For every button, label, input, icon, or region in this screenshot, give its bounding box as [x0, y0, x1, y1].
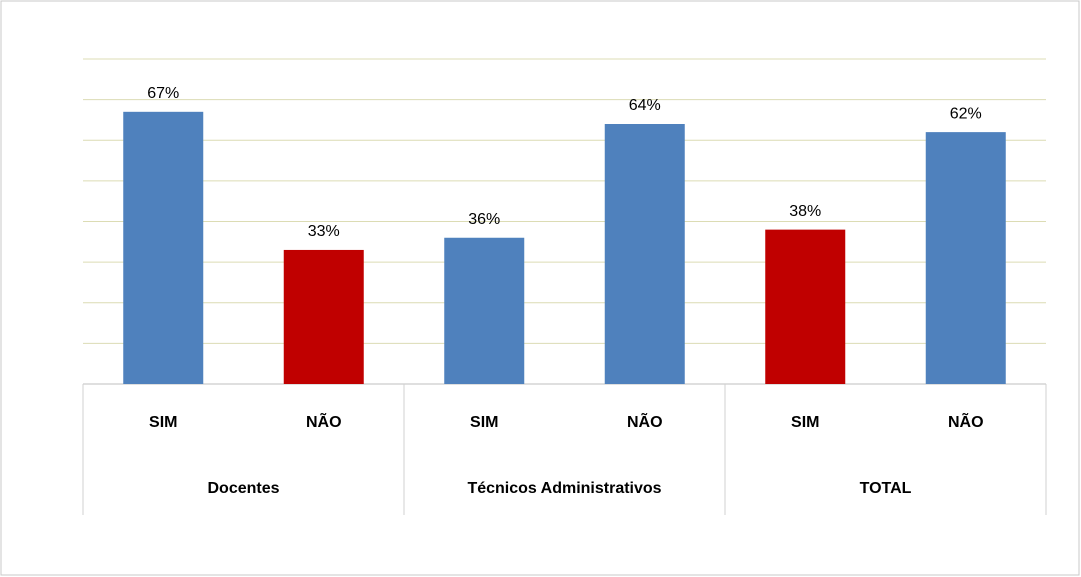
x-tick-label: SIM — [149, 414, 177, 431]
x-tick-label: NÃO — [306, 411, 342, 431]
bar — [765, 229, 846, 384]
bar — [925, 132, 1006, 384]
x-tick-label: NÃO — [948, 411, 984, 431]
bar — [283, 249, 364, 384]
data-label: 62% — [950, 105, 982, 122]
data-label: 64% — [629, 97, 661, 114]
bar — [444, 237, 525, 384]
x-tick-label: SIM — [791, 414, 819, 431]
group-label: Técnicos Administrativos — [467, 480, 661, 497]
group-label: Docentes — [207, 480, 279, 497]
data-label: 33% — [308, 223, 340, 240]
data-label: 67% — [147, 85, 179, 102]
data-label: 38% — [789, 203, 821, 220]
bar — [604, 124, 685, 384]
x-tick-label: SIM — [470, 414, 498, 431]
bar — [123, 111, 204, 384]
x-tick-label: NÃO — [627, 411, 663, 431]
data-label: 36% — [468, 211, 500, 228]
group-label: TOTAL — [860, 480, 912, 497]
